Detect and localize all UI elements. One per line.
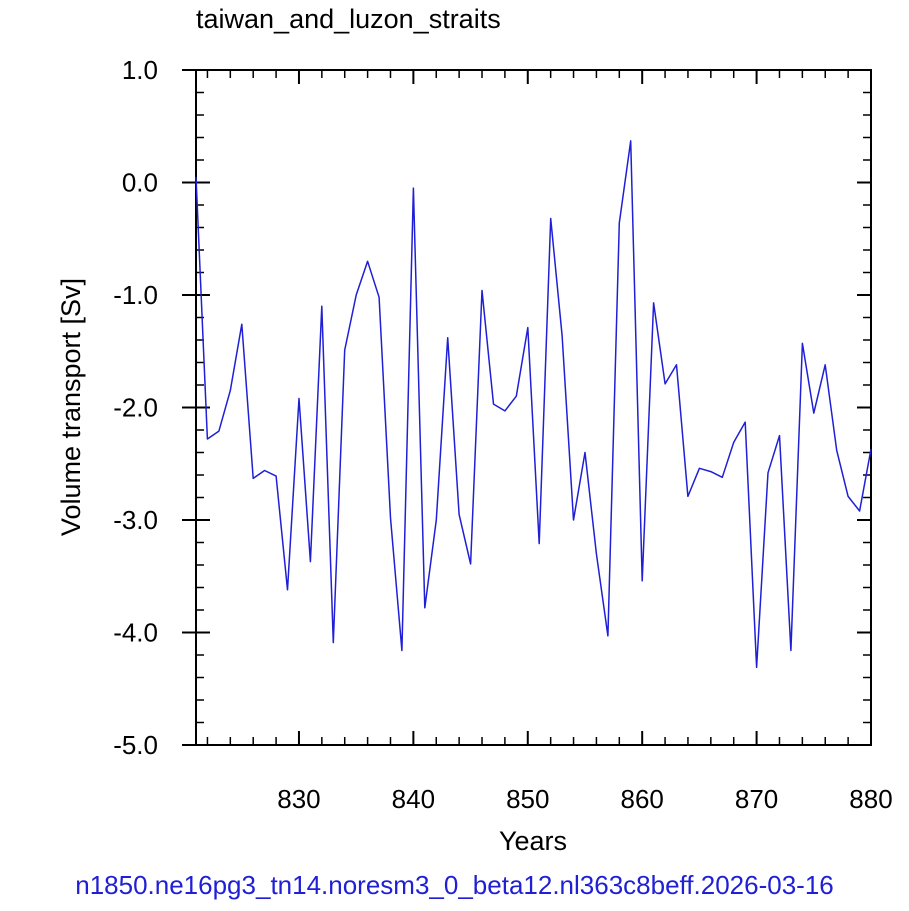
y-tick-labels: 1.0 0.0 -1.0 -2.0 -3.0 -4.0 -5.0 xyxy=(113,55,158,760)
x-tick-label: 850 xyxy=(506,784,549,814)
x-tick-labels: 830 840 850 860 870 880 xyxy=(277,784,892,814)
x-tick-label: 860 xyxy=(620,784,663,814)
y-tick-label: -3.0 xyxy=(113,505,158,535)
y-axis-label: Volume transport [Sv] xyxy=(56,278,86,536)
plot-frame xyxy=(195,69,872,746)
y-tick-label: -4.0 xyxy=(113,618,158,648)
run-identifier-footer: n1850.ne16pg3_tn14.noresm3_0_beta12.nl36… xyxy=(75,870,834,900)
x-tick-label: 880 xyxy=(849,784,892,814)
series-line xyxy=(195,140,872,669)
y-tick-label: 1.0 xyxy=(122,55,158,85)
x-axis-label: Years xyxy=(499,826,567,856)
x-tick-label: 840 xyxy=(392,784,435,814)
series-layer xyxy=(195,140,872,669)
y-tick-label: 0.0 xyxy=(122,168,158,198)
y-tick-label: -5.0 xyxy=(113,730,158,760)
x-tick-label: 870 xyxy=(735,784,778,814)
x-tick-label: 830 xyxy=(277,784,320,814)
axis-ticks xyxy=(182,69,872,746)
y-tick-label: -2.0 xyxy=(113,393,158,423)
chart-title: taiwan_and_luzon_straits xyxy=(196,4,501,34)
y-tick-label: -1.0 xyxy=(113,280,158,310)
